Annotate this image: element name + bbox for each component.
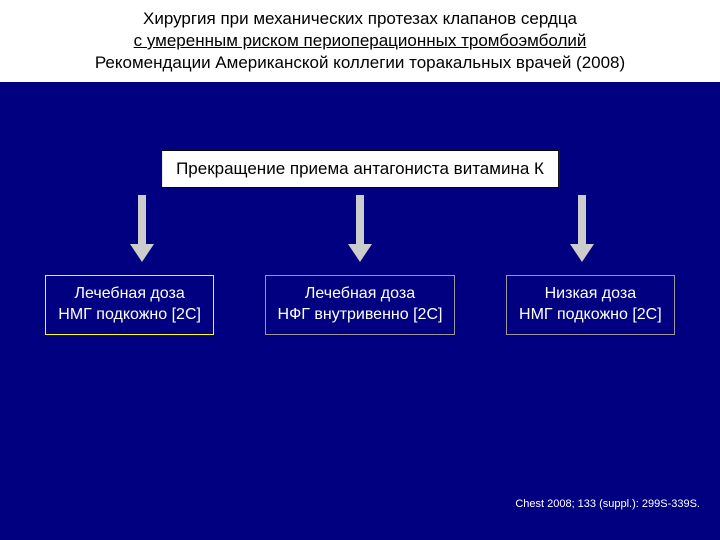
arrow-3 [570, 195, 594, 262]
citation-text: Chest 2008; 133 (suppl.): 299S-339S. [515, 498, 700, 510]
option-3-line2: НМГ подкожно [2C] [519, 306, 662, 323]
arrow-stem [578, 195, 586, 245]
option-3-line1: Низкая доза [545, 285, 636, 302]
top-guidance-box: Прекращение приема антагониста витамина … [161, 150, 559, 188]
title-line-1: Хирургия при механических протезах клапа… [6, 8, 714, 30]
citation: Chest 2008; 133 (suppl.): 299S-339S. [515, 498, 700, 510]
option-box-3: Низкая доза НМГ подкожно [2C] [506, 275, 675, 335]
arrow-head [348, 244, 372, 262]
arrows-container [0, 195, 720, 265]
option-1-line1: Лечебная доза [75, 285, 185, 302]
arrow-1 [130, 195, 154, 262]
arrow-stem [356, 195, 364, 245]
option-2-line2: НФГ внутривенно [2C] [278, 306, 443, 323]
options-row: Лечебная доза НМГ подкожно [2C] Лечебная… [0, 275, 720, 335]
title-block: Хирургия при механических протезах клапа… [0, 0, 720, 82]
arrow-head [570, 244, 594, 262]
arrow-head [130, 244, 154, 262]
arrow-stem [138, 195, 146, 245]
option-box-2: Лечебная доза НФГ внутривенно [2C] [265, 275, 456, 335]
option-box-1: Лечебная доза НМГ подкожно [2C] [45, 275, 214, 335]
arrow-2 [348, 195, 372, 262]
title-line-2: с умеренным риском периоперационных тром… [6, 30, 714, 52]
title-line-3: Рекомендации Американской коллегии торак… [6, 52, 714, 74]
option-2-line1: Лечебная доза [305, 285, 415, 302]
option-1-line2: НМГ подкожно [2C] [58, 306, 201, 323]
top-box-text: Прекращение приема антагониста витамина … [176, 159, 544, 178]
